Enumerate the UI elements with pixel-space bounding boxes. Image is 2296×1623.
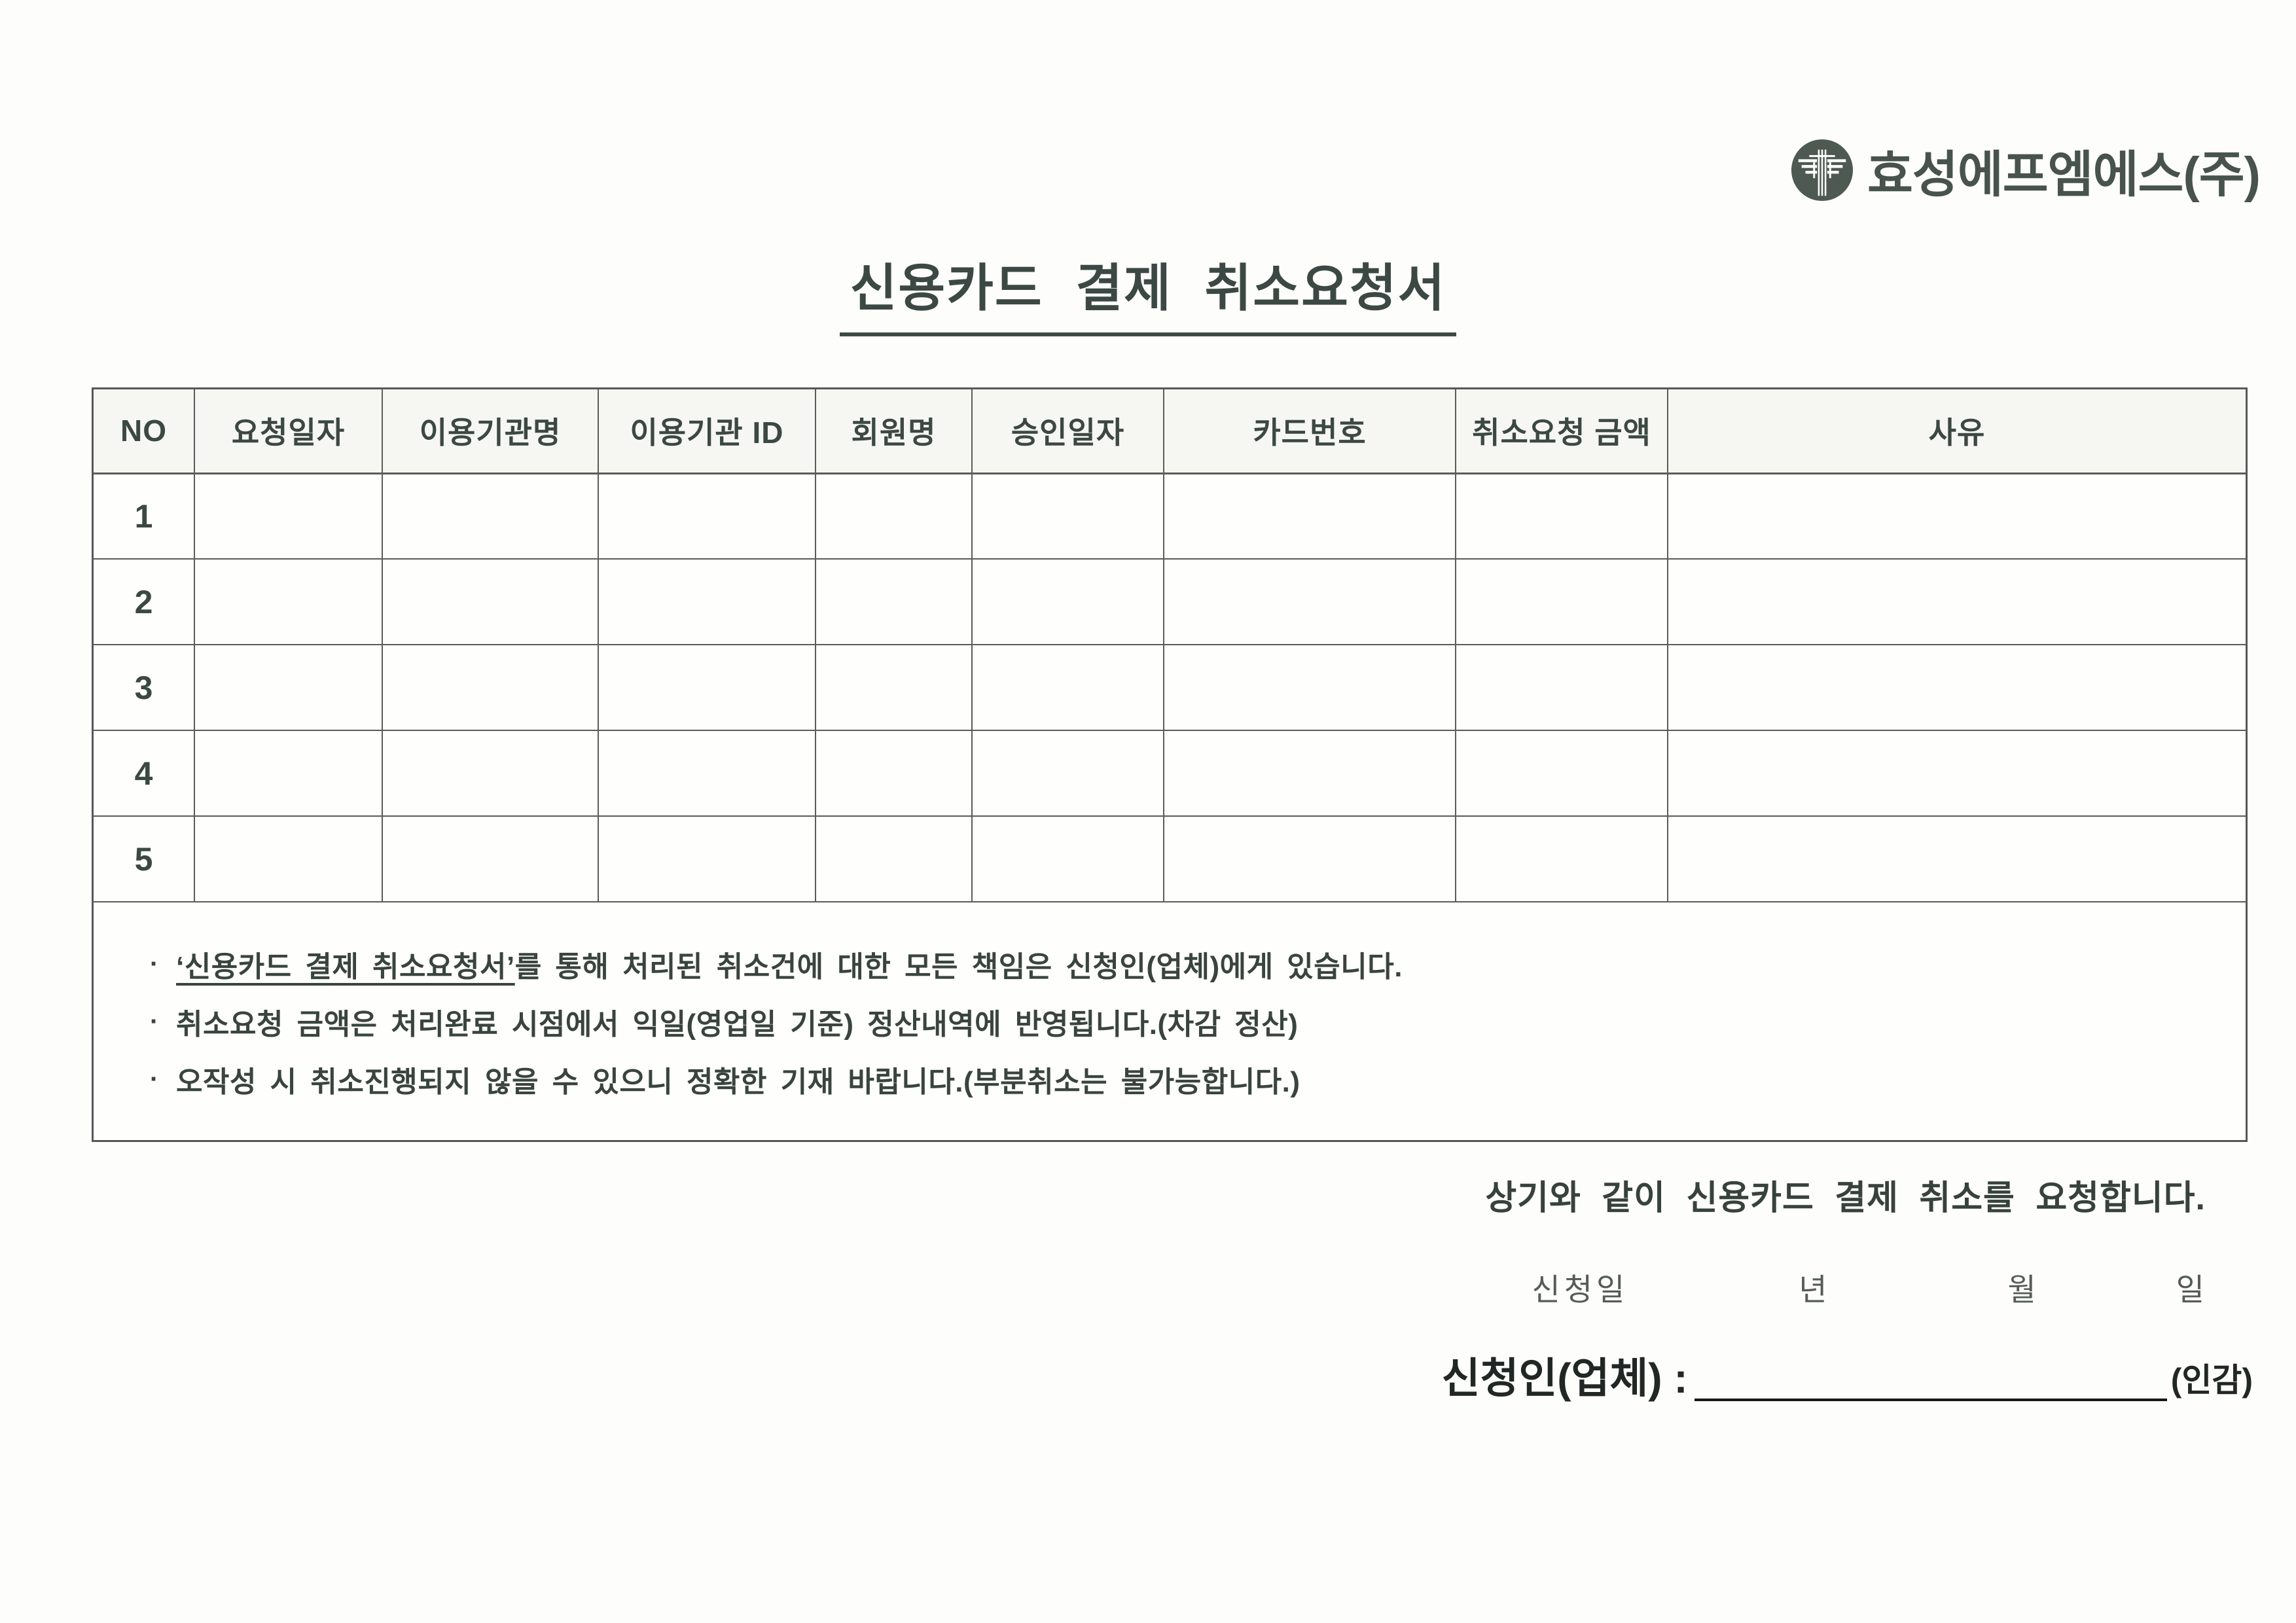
table-cell <box>1667 644 2246 731</box>
table-cell <box>382 730 599 817</box>
form-sheet: NO 요청일자 이용기관명 이용기관 ID 회원명 승인일자 카드번호 취소요청… <box>92 387 2248 1142</box>
row-number: 4 <box>94 730 195 817</box>
table-cell <box>598 815 816 902</box>
table-cell <box>1667 473 2246 560</box>
note-text: 를 통해 처리된 취소건에 대한 모든 책임은 신청인(업체)에게 있습니다. <box>514 951 1403 983</box>
table-cell <box>971 730 1164 817</box>
row-number: 2 <box>94 558 195 645</box>
table-cell <box>1455 644 1668 731</box>
table-cell <box>194 558 383 645</box>
table-cell <box>1163 730 1456 817</box>
table-cell <box>598 473 816 560</box>
table-cell <box>1163 644 1456 731</box>
table-cell <box>815 730 973 817</box>
applicant-signature-line: 신청인(업체) : (인감) <box>1442 1345 2253 1405</box>
table-cell <box>194 473 383 560</box>
table-cell <box>971 558 1164 645</box>
table-cell <box>382 558 599 645</box>
column-header-no: NO <box>94 389 195 474</box>
table-cell <box>598 558 816 645</box>
form-title: 신용카드 결제 취소요청서 <box>839 247 1457 336</box>
bullet-icon: · <box>150 1007 159 1036</box>
note-underlined-text: ‘신용카드 결제 취소요청서’ <box>176 951 515 983</box>
table-cell <box>194 815 383 902</box>
column-header-member-name: 회원명 <box>815 389 973 474</box>
day-label: 일 <box>2176 1272 2208 1307</box>
title-wrap: 신용카드 결제 취소요청서 <box>0 247 2296 336</box>
row-number: 5 <box>94 815 195 902</box>
table-cell <box>971 815 1164 902</box>
table-cell <box>1163 558 1456 645</box>
table-header-row: NO 요청일자 이용기관명 이용기관 ID 회원명 승인일자 카드번호 취소요청… <box>94 389 2246 474</box>
table-cell <box>194 644 383 731</box>
column-header-reason: 사유 <box>1667 389 2246 474</box>
table-row: 2 <box>94 558 2246 645</box>
table-cell <box>815 558 973 645</box>
note-item: · 오작성 시 취소진행되지 않을 수 있으니 정확한 기재 바랍니다.(부분취… <box>150 1050 2219 1108</box>
table-row: 1 <box>94 473 2246 560</box>
column-header-request-date: 요청일자 <box>194 389 383 474</box>
column-header-approval-date: 승인일자 <box>971 389 1164 474</box>
table-cell <box>815 815 973 902</box>
table-cell <box>1455 558 1668 645</box>
note-text: 오작성 시 취소진행되지 않을 수 있으니 정확한 기재 바랍니다.(부분취소는… <box>176 1066 1300 1098</box>
date-label: 신청일 <box>1532 1272 1629 1307</box>
month-label: 월 <box>2007 1272 2040 1307</box>
table-cell <box>1667 815 2246 902</box>
seal-label: (인감) <box>2170 1362 2253 1399</box>
column-header-institution-name: 이용기관명 <box>382 389 599 474</box>
table-row: 3 <box>94 644 2246 731</box>
bullet-icon: · <box>150 949 159 978</box>
table-cell <box>971 644 1164 731</box>
table-cell <box>382 473 599 560</box>
table-cell <box>382 815 599 902</box>
table-cell <box>598 730 816 817</box>
table-cell <box>1667 558 2246 645</box>
table-cell <box>1163 473 1456 560</box>
hyosung-emblem-icon <box>1791 139 1854 202</box>
table-cell <box>1455 815 1668 902</box>
table-cell <box>1667 730 2246 817</box>
cancellation-request-table: NO 요청일자 이용기관명 이용기관 ID 회원명 승인일자 카드번호 취소요청… <box>94 389 2246 902</box>
table-cell <box>971 473 1164 560</box>
table-cell <box>598 644 816 731</box>
applicant-label: 신청인(업체) : <box>1441 1355 1688 1402</box>
application-date-line: 신청일 년 월 일 <box>1532 1264 2208 1310</box>
note-text: 취소요청 금액은 처리완료 시점에서 익일(영업일 기준) 정산내역에 반영됩니… <box>176 1008 1299 1041</box>
bullet-icon: · <box>150 1064 159 1094</box>
row-number: 3 <box>94 644 195 731</box>
column-header-card-number: 카드번호 <box>1163 389 1456 474</box>
table-row: 5 <box>94 815 2246 902</box>
table-row: 4 <box>94 730 2246 817</box>
table-cell <box>1455 473 1668 560</box>
note-item: · 취소요청 금액은 처리완료 시점에서 익일(영업일 기준) 정산내역에 반영… <box>150 993 2219 1050</box>
company-logo: 효성에프엠에스(주) <box>1790 134 2261 206</box>
year-label: 년 <box>1799 1272 1831 1307</box>
notes-section: · ‘신용카드 결제 취소요청서’를 통해 처리된 취소건에 대한 모든 책임은… <box>94 902 2246 1108</box>
column-header-institution-id: 이용기관 ID <box>598 389 816 474</box>
table-cell <box>815 644 973 731</box>
request-statement: 상기와 같이 신용카드 결제 취소를 요청합니다. <box>1485 1179 2206 1217</box>
table-cell <box>1163 815 1456 902</box>
table-cell <box>194 730 383 817</box>
column-header-cancel-amount: 취소요청 금액 <box>1455 389 1668 474</box>
table-cell <box>382 644 599 731</box>
company-name: 효성에프엠에스(주) <box>1867 147 2261 203</box>
signature-blank-line <box>1694 1353 2167 1401</box>
table-cell <box>1455 730 1668 817</box>
table-cell <box>815 473 973 560</box>
row-number: 1 <box>94 473 195 560</box>
note-item: · ‘신용카드 결제 취소요청서’를 통해 처리된 취소건에 대한 모든 책임은… <box>150 935 2219 993</box>
